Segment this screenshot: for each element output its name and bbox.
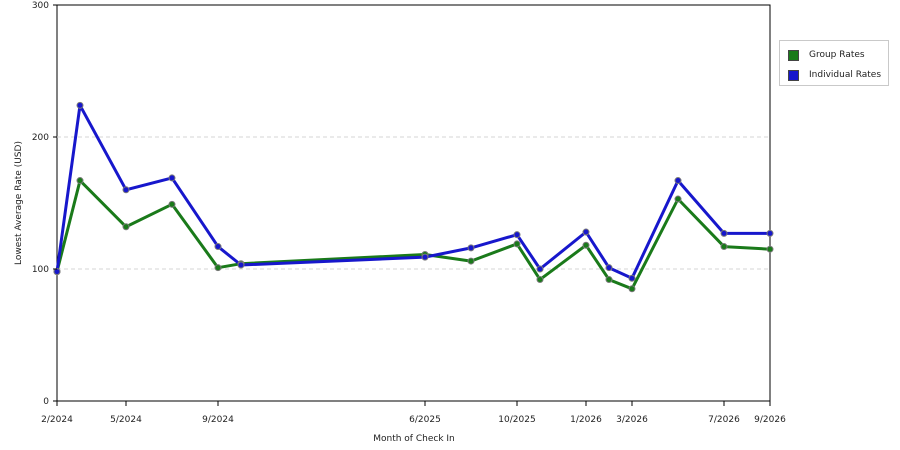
- y-axis-title: Lowest Average Rate (USD): [14, 141, 24, 265]
- x-tick-label-7: 7/2026: [708, 415, 740, 425]
- x-tick-label-5: 1/2026: [570, 415, 602, 425]
- x-tick-label-6: 3/2026: [616, 415, 648, 425]
- y-tick-label-1: 100: [32, 265, 49, 275]
- series-line-individual-rates: [55, 103, 772, 280]
- data-point-individual-rates-12: [628, 274, 636, 282]
- data-point-individual-rates-0: [53, 268, 61, 276]
- data-point-group-rates-13: [674, 195, 682, 203]
- data-point-group-rates-12: [628, 285, 636, 293]
- data-point-group-rates-1: [76, 177, 84, 185]
- data-point-group-rates-4: [214, 264, 222, 272]
- x-tick-label-0: 2/2024: [41, 415, 73, 425]
- axis-ticks: 0 100 200 300 2/2024 5/2024 9/2024 6/2025 10/202…: [32, 1, 786, 425]
- y-tick-label-2: 200: [32, 133, 49, 143]
- data-point-individual-rates-8: [513, 231, 521, 239]
- data-point-individual-rates-14: [720, 229, 728, 237]
- legend-item-individual-rates: Individual Rates: [788, 68, 881, 82]
- data-point-individual-rates-15: [766, 229, 774, 237]
- legend: Group Rates Individual Rates: [779, 40, 889, 86]
- y-tick-label-3: 300: [32, 1, 49, 11]
- x-tick-label-1: 5/2024: [110, 415, 142, 425]
- blue-swatch-icon: [788, 69, 799, 81]
- series-lines: [55, 103, 772, 291]
- data-point-group-rates-14: [720, 243, 728, 251]
- data-point-individual-rates-7: [467, 244, 475, 252]
- x-axis-title: Month of Check In: [373, 434, 455, 444]
- legend-label-individual-rates: Individual Rates: [809, 70, 882, 80]
- x-tick-label-2: 9/2024: [202, 415, 234, 425]
- data-point-individual-rates-5: [237, 261, 245, 269]
- data-point-individual-rates-11: [605, 264, 613, 272]
- data-point-individual-rates-2: [122, 186, 130, 194]
- data-point-group-rates-8: [513, 240, 521, 248]
- y-tick-label-0: 0: [43, 397, 49, 407]
- data-point-group-rates-3: [168, 200, 176, 208]
- data-point-individual-rates-13: [674, 177, 682, 185]
- x-tick-label-8: 9/2026: [754, 415, 786, 425]
- data-point-individual-rates-10: [582, 228, 590, 236]
- data-point-individual-rates-9: [536, 265, 544, 273]
- green-swatch-icon: [788, 49, 799, 61]
- data-point-individual-rates-3: [168, 174, 176, 182]
- legend-label-group-rates: Group Rates: [809, 50, 865, 60]
- data-point-group-rates-7: [467, 257, 475, 265]
- legend-item-group-rates: Group Rates: [788, 48, 865, 62]
- series-line-group-rates: [55, 179, 772, 291]
- data-point-group-rates-15: [766, 245, 774, 253]
- data-point-group-rates-2: [122, 223, 130, 231]
- plot-area: [56, 4, 771, 402]
- x-tick-label-4: 10/2025: [498, 415, 535, 425]
- data-point-individual-rates-4: [214, 243, 222, 251]
- data-point-group-rates-9: [536, 276, 544, 284]
- data-markers: [53, 101, 774, 293]
- data-point-group-rates-10: [582, 241, 590, 249]
- x-tick-label-3: 6/2025: [409, 415, 441, 425]
- data-point-individual-rates-1: [76, 101, 84, 109]
- data-point-individual-rates-6: [421, 253, 429, 261]
- data-point-group-rates-11: [605, 276, 613, 284]
